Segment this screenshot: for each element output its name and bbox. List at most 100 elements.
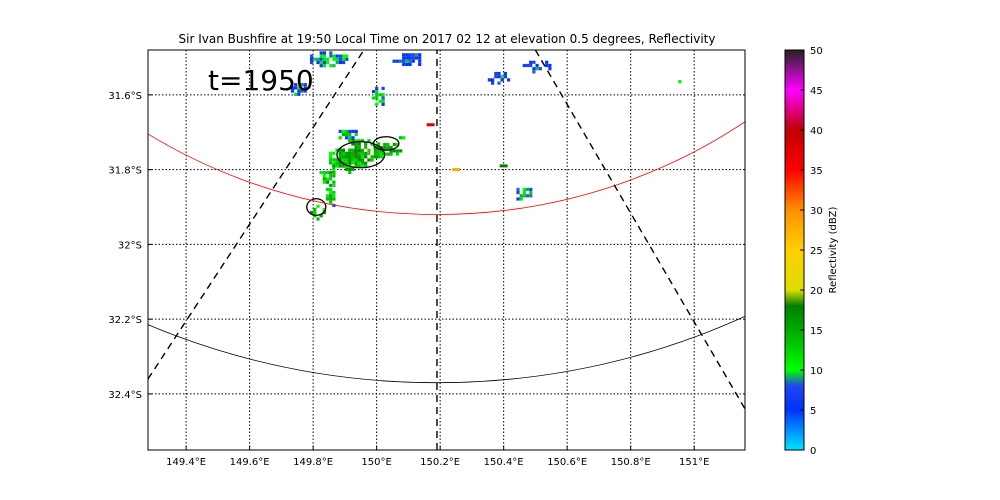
lon-tick-label: 151°E — [679, 457, 709, 468]
echo-cell — [370, 142, 374, 146]
echo-cell — [519, 194, 523, 198]
contour-line — [306, 198, 327, 216]
echo-cell — [402, 53, 406, 57]
echo-cell — [342, 54, 346, 58]
reflectivity-echoes — [290, 51, 682, 221]
echo-cell — [351, 148, 355, 152]
echo-cell — [345, 54, 349, 58]
echo-cell — [322, 211, 326, 215]
echo-cell — [345, 151, 349, 155]
range-ring — [148, 121, 745, 215]
echo-cell — [300, 89, 304, 93]
echo-cell — [354, 133, 358, 137]
echo-cell — [322, 54, 326, 58]
echo-cell — [348, 170, 352, 175]
echo-cell — [303, 89, 307, 93]
echo-cell — [341, 158, 345, 162]
echo-cell — [367, 139, 371, 143]
echo-cell — [332, 167, 336, 171]
echo-cell — [338, 136, 342, 140]
echo-cell — [354, 142, 358, 146]
echo-cell — [402, 56, 406, 60]
echo-cell — [338, 57, 342, 61]
lon-tick-label: 150.8°E — [611, 457, 651, 468]
echo-cell — [332, 161, 336, 165]
chart-title: Sir Ivan Bushfire at 19:50 Local Time on… — [179, 32, 716, 46]
echo-cell — [310, 57, 314, 61]
echo-cell — [351, 161, 355, 165]
echo-cell — [491, 81, 495, 85]
echo-cell — [389, 149, 393, 153]
gridlines — [148, 50, 745, 450]
echo-cell — [402, 59, 406, 63]
echo-cell — [341, 152, 345, 156]
echo-cell — [386, 142, 390, 147]
echo-cell — [354, 152, 358, 156]
echo-cell — [351, 167, 355, 171]
echo-cell — [360, 139, 365, 143]
echo-cell — [310, 211, 314, 215]
echo-cell — [532, 60, 536, 64]
echo-cell — [332, 54, 336, 58]
echo-cell — [529, 194, 533, 198]
echo-cell — [297, 89, 301, 93]
echo-cell — [389, 152, 393, 156]
echo-cell — [329, 194, 333, 198]
longitude-ticks: 149.4°E 149.6°E 149.8°E 150°E 150.2°E 150.4°E… — [166, 446, 709, 468]
echo-cell — [322, 207, 326, 211]
echo-cell — [405, 53, 409, 57]
echo-cell — [313, 57, 317, 61]
echo-cell — [516, 197, 520, 201]
echo-cell — [516, 187, 520, 191]
echo-cell — [348, 136, 352, 140]
colorbar-tick-label: 20 — [810, 286, 823, 297]
echo-cell — [395, 59, 399, 63]
echo-cell — [516, 191, 520, 195]
echo-cell — [381, 96, 385, 100]
echo-cell — [341, 155, 345, 159]
echo-cell — [383, 146, 387, 150]
echo-cell — [329, 171, 333, 175]
echo-cell — [351, 136, 355, 140]
echo-cell — [335, 60, 339, 65]
echo-cell — [497, 71, 501, 76]
echo-cell — [313, 207, 317, 211]
echo-cell — [386, 146, 390, 150]
echo-cell — [338, 154, 342, 159]
echo-cell — [545, 60, 549, 64]
echo-cell — [335, 161, 339, 165]
echo-cell — [414, 56, 419, 60]
echo-cell — [535, 63, 539, 68]
echo-cell — [332, 183, 336, 187]
echo-cell — [519, 197, 523, 201]
echo-cell — [497, 81, 501, 85]
echo-cell — [322, 177, 326, 181]
echo-cell — [392, 142, 396, 147]
echo-cell — [322, 51, 326, 55]
echo-cell — [376, 142, 381, 146]
echo-cell — [325, 187, 330, 191]
echo-cell — [381, 86, 385, 90]
colorbar-tick-label: 50 — [810, 46, 823, 57]
echo-cell — [411, 56, 415, 60]
echo-cell — [329, 161, 333, 165]
echo-cell — [376, 155, 381, 159]
echo-cell — [329, 154, 333, 159]
echo-cell — [364, 155, 368, 159]
echo-cell — [329, 158, 333, 162]
echo-cell — [345, 133, 349, 137]
echo-cell — [329, 200, 333, 204]
echo-cell — [399, 149, 403, 153]
echo-cell — [354, 164, 358, 168]
lon-tick-label: 150.2°E — [420, 457, 460, 468]
map-frame — [147, 49, 746, 451]
echo-cell — [408, 59, 412, 63]
echo-cell — [364, 142, 368, 146]
echo-cell — [395, 152, 400, 156]
echo-cell — [357, 152, 361, 156]
echo-cell — [290, 86, 295, 90]
echo-cell — [500, 75, 504, 79]
contour-line — [336, 140, 386, 169]
echo-cell — [389, 146, 393, 150]
echo-cell — [408, 62, 412, 66]
